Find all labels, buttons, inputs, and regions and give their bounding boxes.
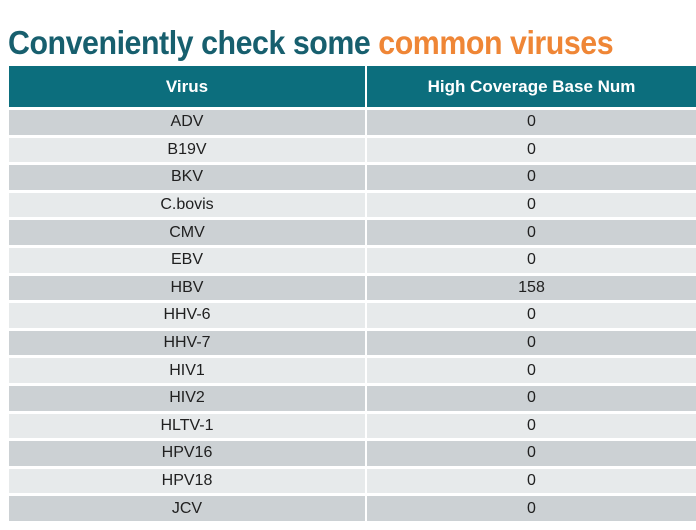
table-row: HIV2 0 <box>9 385 696 411</box>
table-row: CMV 0 <box>9 220 696 245</box>
value-cell: 0 <box>367 303 696 328</box>
value-cell: 0 <box>367 413 696 439</box>
value-cell: 0 <box>367 137 696 163</box>
table-row: HHV-7 0 <box>9 330 696 356</box>
table-row: JCV 0 <box>9 496 696 521</box>
value-cell: 0 <box>367 441 696 466</box>
table-row: HIV1 0 <box>9 358 696 383</box>
table-row: HPV16 0 <box>9 441 696 466</box>
value-cell: 0 <box>367 192 696 218</box>
value-cell: 0 <box>367 496 696 521</box>
value-cell: 0 <box>367 165 696 190</box>
value-cell: 0 <box>367 247 696 273</box>
virus-cell: HHV-7 <box>9 330 365 356</box>
virus-cell: HIV1 <box>9 358 365 383</box>
virus-cell: HBV <box>9 275 365 301</box>
value-cell: 0 <box>367 330 696 356</box>
virus-cell: HPV18 <box>9 468 365 494</box>
virus-cell: JCV <box>9 496 365 521</box>
table-row: ADV 0 <box>9 110 696 135</box>
virus-cell: CMV <box>9 220 365 245</box>
virus-cell: HLTV-1 <box>9 413 365 439</box>
table-row: C.bovis 0 <box>9 192 696 218</box>
table-row: HHV-6 0 <box>9 303 696 328</box>
value-cell: 0 <box>367 385 696 411</box>
virus-cell: B19V <box>9 137 365 163</box>
value-cell: 0 <box>367 110 696 135</box>
table-row: BKV 0 <box>9 165 696 190</box>
virus-table: Virus High Coverage Base Num ADV 0 B19V … <box>9 66 696 524</box>
virus-cell: C.bovis <box>9 192 365 218</box>
virus-cell: HHV-6 <box>9 303 365 328</box>
value-cell: 0 <box>367 358 696 383</box>
table-row: EBV 0 <box>9 247 696 273</box>
page-title: Conveniently check some common viruses <box>8 22 614 63</box>
virus-cell: EBV <box>9 247 365 273</box>
value-cell: 0 <box>367 468 696 494</box>
table-row: B19V 0 <box>9 137 696 163</box>
virus-cell: ADV <box>9 110 365 135</box>
virus-cell: HIV2 <box>9 385 365 411</box>
title-teal-text: Conveniently check some <box>8 24 371 62</box>
virus-cell: HPV16 <box>9 441 365 466</box>
title-orange-text: common viruses <box>370 24 614 62</box>
virus-cell: BKV <box>9 165 365 190</box>
table-row: HLTV-1 0 <box>9 413 696 439</box>
value-cell: 158 <box>367 275 696 301</box>
table-header-row: Virus High Coverage Base Num <box>9 66 696 107</box>
table-row: HPV18 0 <box>9 468 696 494</box>
header-cell-virus: Virus <box>9 66 365 107</box>
table-row: HBV 158 <box>9 275 696 301</box>
table-body: ADV 0 B19V 0 BKV 0 C.bovis 0 CMV 0 EBV 0 <box>9 110 696 521</box>
header-cell-high-coverage-base-num: High Coverage Base Num <box>367 66 696 107</box>
value-cell: 0 <box>367 220 696 245</box>
